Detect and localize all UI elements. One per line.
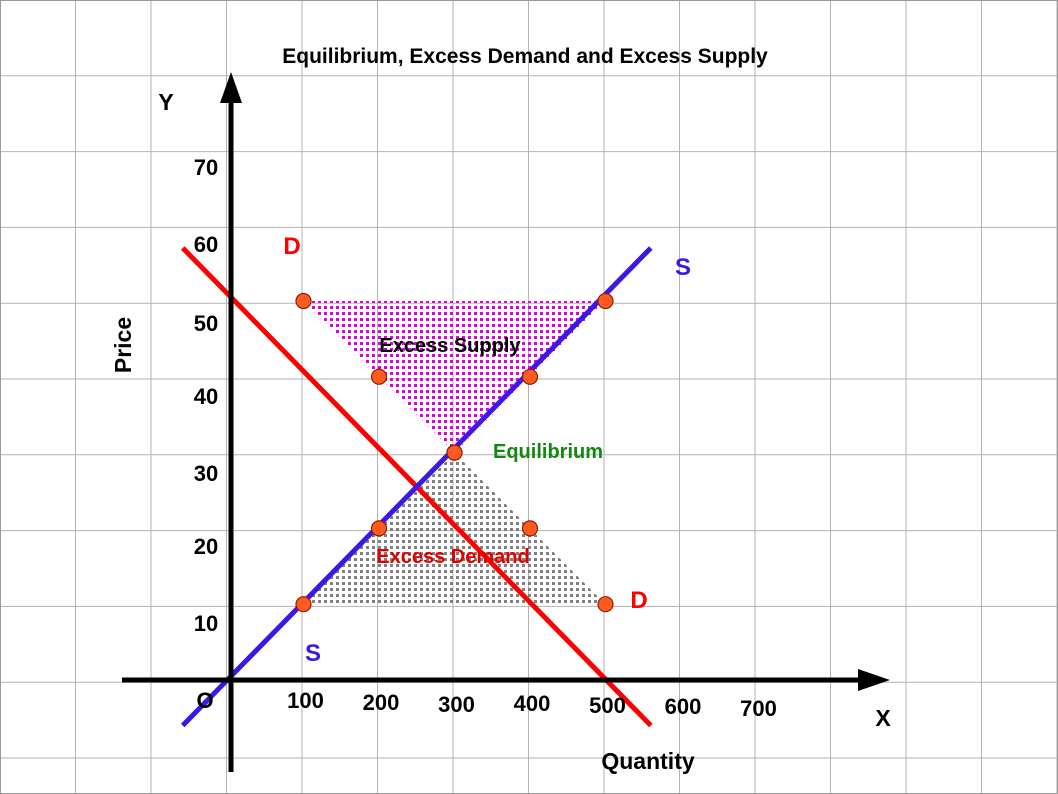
supply-point — [446, 444, 463, 461]
supply-point — [597, 292, 614, 310]
x-tick-label: 700 — [740, 696, 777, 721]
equilibrium-label: Equilibrium — [493, 441, 603, 463]
demand-point — [597, 596, 614, 613]
y-axis-arrowhead — [220, 72, 242, 103]
demand-label-top: D — [283, 233, 300, 260]
demand-label-bottom: D — [630, 587, 647, 614]
origin-label: O — [196, 688, 213, 713]
x-axis-arrowhead — [858, 669, 890, 691]
supply-point — [521, 368, 539, 385]
points — [295, 292, 614, 613]
excess-demand-label: Excess Demand — [376, 546, 529, 568]
supply-label-bottom: S — [305, 640, 321, 667]
demand-point — [295, 292, 312, 310]
x-tick-label: 200 — [363, 690, 400, 715]
x-tick-label: 300 — [438, 692, 475, 717]
axes — [122, 72, 890, 772]
x-tick-label: 500 — [589, 693, 626, 718]
excess-supply-label: Excess Supply — [379, 335, 521, 357]
y-tick-label: 70 — [194, 155, 218, 180]
y-tick-label: 60 — [194, 232, 218, 257]
x-axis-title: Quantity — [601, 748, 694, 774]
supply-label-top: S — [675, 254, 691, 281]
y-tick-label: 40 — [194, 384, 218, 409]
y-tick-label: 30 — [194, 461, 218, 486]
supply-curve — [180, 246, 653, 728]
excess-supply-region — [303, 301, 606, 453]
y-axis-title: Price — [110, 317, 136, 373]
demand-point — [521, 520, 539, 537]
y-tick-label: 50 — [194, 311, 218, 336]
x-tick-label: 600 — [665, 694, 702, 719]
curves — [180, 246, 653, 728]
supply-point — [370, 520, 388, 537]
chart-title: Equilibrium, Excess Demand and Excess Su… — [282, 45, 768, 68]
y-tick-label: 20 — [194, 534, 218, 559]
x-axis-letter: X — [875, 705, 891, 731]
y-axis-letter: Y — [158, 89, 173, 115]
labels: Equilibrium, Excess Demand and Excess Su… — [110, 45, 891, 774]
x-tick-label: 400 — [514, 691, 551, 716]
x-tick-label: 100 — [287, 688, 324, 713]
y-tick-label: 10 — [194, 611, 218, 636]
demand-point — [370, 368, 388, 385]
supply-point — [295, 596, 312, 613]
